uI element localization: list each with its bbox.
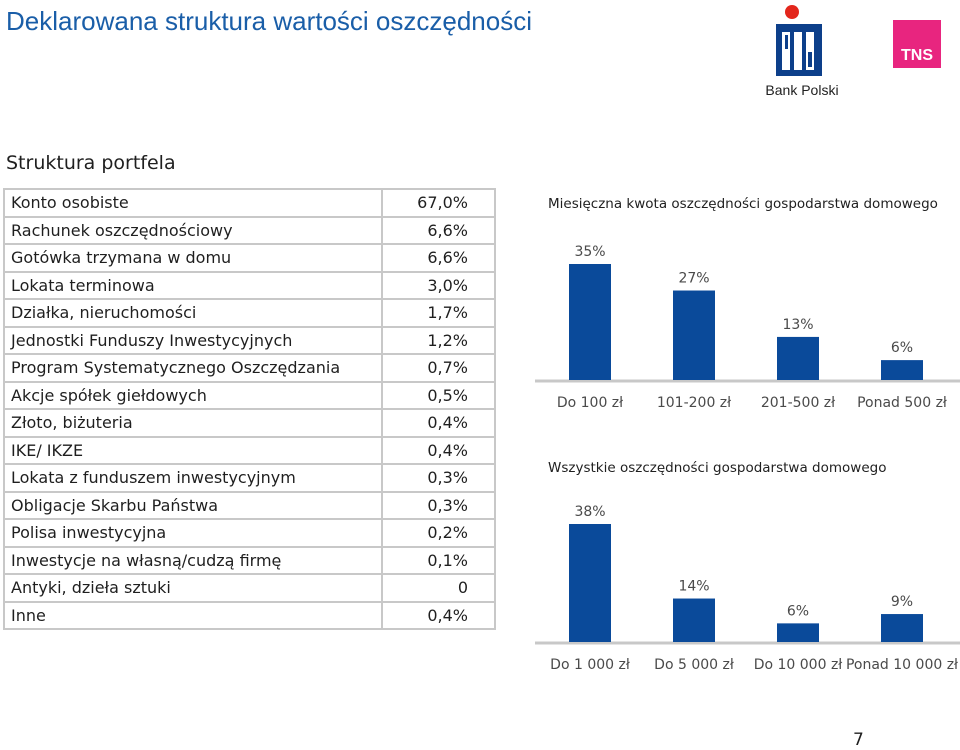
chart-2-title: Wszystkie oszczędności gospodarstwa domo… <box>548 460 887 476</box>
row-value: 0,4% <box>381 435 496 465</box>
table-row: Gotówka trzymana w domu 6,6% <box>3 243 496 273</box>
pko-bank-logo: Bank Polski <box>762 2 842 100</box>
table-row: Rachunek oszczędnościowy 6,6% <box>3 215 496 245</box>
row-value: 0,1% <box>381 545 496 575</box>
row-value: 3,0% <box>381 270 496 300</box>
table-row: Antyki, dzieła sztuki 0 <box>3 573 496 603</box>
row-label: Działka, nieruchomości <box>3 298 383 328</box>
bar <box>569 524 611 642</box>
data-label: 6% <box>891 340 913 356</box>
bar <box>881 360 923 380</box>
row-label: IKE/ IKZE <box>3 435 383 465</box>
row-value: 0,5% <box>381 380 496 410</box>
tns-logo: TNS <box>893 20 941 68</box>
x-tick-label: Do 5 000 zł <box>654 657 734 673</box>
data-label: 27% <box>678 271 709 287</box>
data-label: 38% <box>574 504 605 520</box>
row-value: 0 <box>381 573 496 603</box>
row-value: 0,4% <box>381 600 496 630</box>
row-value: 67,0% <box>381 188 496 218</box>
table-row: Złoto, biżuteria 0,4% <box>3 408 496 438</box>
row-value: 0,3% <box>381 490 496 520</box>
table-row: Akcje spółek giełdowych 0,5% <box>3 380 496 410</box>
bar <box>569 264 611 380</box>
data-label: 9% <box>891 594 913 610</box>
x-tick-label: 101-200 zł <box>657 395 731 411</box>
row-value: 0,2% <box>381 518 496 548</box>
bar <box>777 336 819 380</box>
row-label: Inne <box>3 600 383 630</box>
table-row: Polisa inwestycyjna 0,2% <box>3 518 496 548</box>
data-label: 14% <box>678 579 709 595</box>
x-tick-label: Ponad 500 zł <box>857 395 947 411</box>
bar <box>881 614 923 642</box>
x-tick-label: 201-500 zł <box>761 395 835 411</box>
table-row: Inwestycje na własną/cudzą firmę 0,1% <box>3 545 496 575</box>
monthly-savings-chart: 35% Do 100 zł 27% 101-200 zł 13% 201-500 zł 6%… <box>535 244 960 411</box>
table-row: Lokata z funduszem inwestycyjnym 0,3% <box>3 463 496 493</box>
row-value: 1,7% <box>381 298 496 328</box>
pko-emblem-icon <box>776 5 822 76</box>
row-label: Rachunek oszczędnościowy <box>3 215 383 245</box>
data-label: 35% <box>574 244 605 260</box>
row-label: Złoto, biżuteria <box>3 408 383 438</box>
row-label: Lokata z funduszem inwestycyjnym <box>3 463 383 493</box>
row-value: 1,2% <box>381 325 496 355</box>
table-row: Program Systematycznego Oszczędzania 0,7% <box>3 353 496 383</box>
row-value: 0,4% <box>381 408 496 438</box>
portfolio-title: Struktura portfela <box>6 152 176 174</box>
page-number: 7 <box>853 730 864 750</box>
tns-label: TNS <box>901 47 933 64</box>
table-row: Lokata terminowa 3,0% <box>3 270 496 300</box>
row-label: Konto osobiste <box>3 188 383 218</box>
row-label: Polisa inwestycyjna <box>3 518 383 548</box>
x-tick-label: Do 10 000 zł <box>754 657 843 673</box>
row-label: Gotówka trzymana w domu <box>3 243 383 273</box>
row-value: 6,6% <box>381 243 496 273</box>
table-row: Działka, nieruchomości 1,7% <box>3 298 496 328</box>
page-title: Deklarowana struktura wartości oszczędno… <box>6 6 532 36</box>
row-label: Jednostki Funduszy Inwestycyjnych <box>3 325 383 355</box>
table-row: Jednostki Funduszy Inwestycyjnych 1,2% <box>3 325 496 355</box>
data-label: 6% <box>787 603 809 619</box>
row-value: 6,6% <box>381 215 496 245</box>
x-tick-label: Ponad 10 000 zł <box>846 657 958 673</box>
x-tick-label: Do 1 000 zł <box>550 657 630 673</box>
row-value: 0,3% <box>381 463 496 493</box>
data-label: 13% <box>782 317 813 333</box>
table-row: Konto osobiste 67,0% <box>3 188 496 218</box>
row-value: 0,7% <box>381 353 496 383</box>
bar <box>777 623 819 642</box>
row-label: Lokata terminowa <box>3 270 383 300</box>
chart-1-title: Miesięczna kwota oszczędności gospodarst… <box>548 196 938 212</box>
row-label: Obligacje Skarbu Państwa <box>3 490 383 520</box>
bar <box>673 290 715 380</box>
bar <box>673 598 715 642</box>
row-label: Inwestycje na własną/cudzą firmę <box>3 545 383 575</box>
row-label: Program Systematycznego Oszczędzania <box>3 353 383 383</box>
row-label: Akcje spółek giełdowych <box>3 380 383 410</box>
bank-label: Bank Polski <box>765 82 839 98</box>
table-row: Obligacje Skarbu Państwa 0,3% <box>3 490 496 520</box>
row-label: Antyki, dzieła sztuki <box>3 573 383 603</box>
table-row: Inne 0,4% <box>3 600 496 630</box>
table-row: IKE/ IKZE 0,4% <box>3 435 496 465</box>
x-tick-label: Do 100 zł <box>557 395 623 411</box>
total-savings-chart: 38% Do 1 000 zł 14% Do 5 000 zł 6% Do 10 000 … <box>535 504 960 673</box>
portfolio-table: Konto osobiste 67,0% Rachunek oszczędności… <box>3 188 496 630</box>
